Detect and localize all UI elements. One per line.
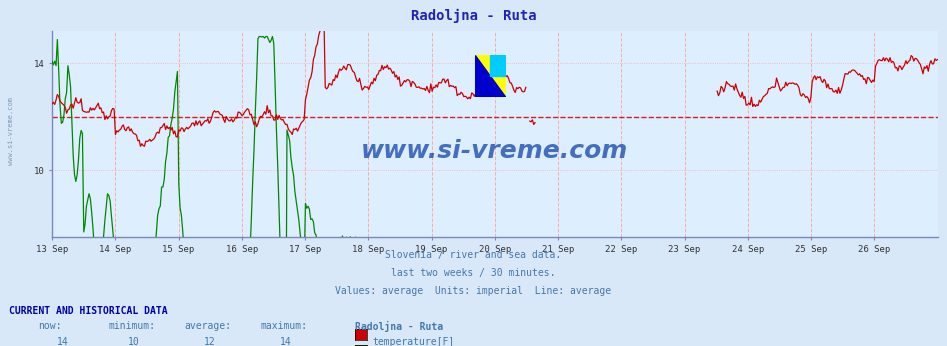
Text: maximum:: maximum: xyxy=(260,321,308,331)
Text: temperature[F]: temperature[F] xyxy=(372,337,455,346)
Text: last two weeks / 30 minutes.: last two weeks / 30 minutes. xyxy=(391,268,556,278)
Text: 12: 12 xyxy=(204,337,215,346)
Text: CURRENT AND HISTORICAL DATA: CURRENT AND HISTORICAL DATA xyxy=(9,306,169,316)
Text: www.si-vreme.com: www.si-vreme.com xyxy=(8,98,13,165)
Polygon shape xyxy=(475,55,506,97)
Text: average:: average: xyxy=(185,321,232,331)
Text: www.si-vreme.com: www.si-vreme.com xyxy=(361,138,629,163)
Polygon shape xyxy=(475,55,506,97)
Text: 10: 10 xyxy=(128,337,139,346)
Text: 14: 14 xyxy=(279,337,291,346)
Text: Radoljna - Ruta: Radoljna - Ruta xyxy=(411,9,536,23)
Text: minimum:: minimum: xyxy=(109,321,156,331)
Text: Radoljna - Ruta: Radoljna - Ruta xyxy=(355,321,443,332)
Text: now:: now: xyxy=(38,321,62,331)
Polygon shape xyxy=(491,55,506,76)
Text: Slovenia / river and sea data.: Slovenia / river and sea data. xyxy=(385,250,562,260)
Text: 14: 14 xyxy=(57,337,68,346)
Text: Values: average  Units: imperial  Line: average: Values: average Units: imperial Line: av… xyxy=(335,286,612,296)
